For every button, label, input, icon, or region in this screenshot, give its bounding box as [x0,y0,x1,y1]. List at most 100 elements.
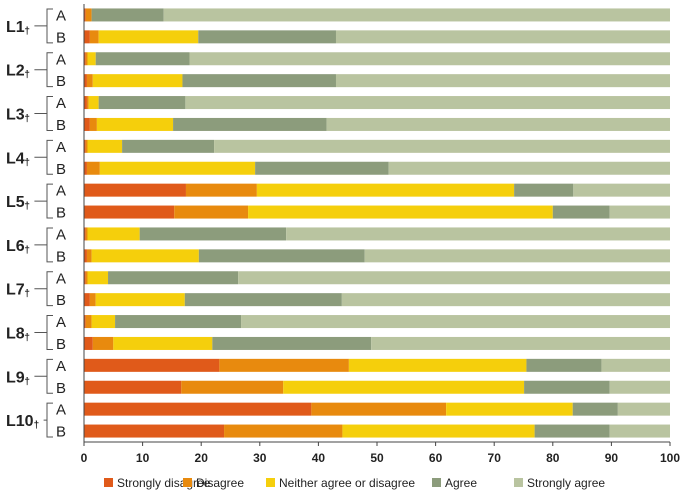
group-marker: † [24,26,30,37]
bar-l1b-strongly-disagree [84,30,90,44]
group-marker: † [24,333,30,344]
x-tick-label-80: 80 [546,451,560,465]
row-label-l1-b: B [56,29,66,46]
bar-l8b-neither-agree-or-disagree [113,336,213,350]
x-tick-label-60: 60 [429,451,443,465]
bar-l5b-strongly-agree [609,205,670,219]
group-label-l6: L6 [6,238,25,255]
bar-l3a-strongly-agree [185,96,670,110]
x-tick-label-100: 100 [660,451,680,465]
bar-l6a-neither-agree-or-disagree [87,227,140,241]
bar-l6b-strongly-agree [364,249,670,263]
bar-l8b-disagree [92,336,114,350]
bar-l6a-agree [139,227,287,241]
row-label-l6-b: B [56,248,66,265]
bar-l2b-strongly-agree [335,74,670,88]
legend-swatch-strongly-agree [514,478,523,487]
group-marker: † [24,70,30,81]
row-label-l8-b: B [56,336,66,353]
bar-l4a-neither-agree-or-disagree [87,139,123,153]
legend-swatch-disagree [183,478,192,487]
bar-l2b-strongly-disagree [84,74,87,88]
bar-l4b-neither-agree-or-disagree [99,161,256,175]
bar-l9a-neither-agree-or-disagree [348,358,527,372]
group-bracket [34,358,53,394]
bar-l9b-agree [524,380,610,394]
bar-l1a-strongly-agree [163,8,670,22]
x-tick-label-0: 0 [81,451,88,465]
bar-l9b-disagree [181,380,284,394]
bar-l6b-neither-agree-or-disagree [91,249,199,263]
bar-l2b-neither-agree-or-disagree [92,74,183,88]
legend-swatch-strongly-disagree [104,478,113,487]
legend-swatch-agree [432,478,441,487]
row-label-l3-b: B [56,117,66,134]
bar-l6b-disagree [86,249,92,263]
bar-l7b-neither-agree-or-disagree [95,293,185,307]
bar-l8a-strongly-disagree [84,315,86,329]
x-tick-label-10: 10 [136,451,150,465]
group-marker: † [24,201,30,212]
bar-l9a-disagree [219,358,349,372]
legend-label-agree: Agree [445,476,477,490]
bar-l8a-neither-agree-or-disagree [91,315,116,329]
bar-l4b-strongly-disagree [84,161,87,175]
row-label-l9-b: B [56,380,66,397]
bar-l5a-disagree [185,183,257,197]
bar-l3b-disagree [89,117,97,131]
bar-l5a-strongly-disagree [84,183,186,197]
row-label-l10-a: A [56,402,66,419]
x-tick-label-90: 90 [605,451,619,465]
row-label-l7-a: A [56,270,66,287]
bar-l6b-strongly-disagree [84,249,87,263]
bar-l10a-strongly-disagree [84,402,312,416]
row-label-l5-a: A [56,183,66,200]
bar-l10a-neither-agree-or-disagree [446,402,573,416]
bar-l7a-agree [108,271,239,285]
x-tick-label-30: 30 [253,451,267,465]
bar-l10b-disagree [224,424,343,438]
row-label-l2-b: B [56,73,66,90]
bar-l10b-agree [534,424,610,438]
bar-l4b-agree [255,161,389,175]
bar-l4b-disagree [86,161,100,175]
row-label-l8-a: A [56,314,66,331]
bar-l10b-strongly-agree [609,424,670,438]
bar-l2b-agree [182,74,336,88]
bars-layer [84,8,671,438]
bar-l10b-neither-agree-or-disagree [342,424,535,438]
bar-l5b-disagree [174,205,249,219]
group-bracket [34,227,53,263]
x-tick-label-20: 20 [195,451,209,465]
bar-l9a-strongly-disagree [84,358,220,372]
group-bracket [43,402,53,438]
bar-l9b-strongly-disagree [84,380,182,394]
group-marker: † [34,420,40,431]
group-label-l1: L1 [6,19,25,36]
row-label-l4-a: A [56,139,66,156]
bar-l1a-strongly-disagree [84,8,86,22]
group-bracket [34,52,53,88]
group-label-l9: L9 [6,369,25,386]
bar-l10b-strongly-disagree [84,424,225,438]
bar-l1b-disagree [89,30,99,44]
bar-l7a-strongly-disagree [84,271,86,285]
bar-l7a-disagree [85,271,88,285]
bar-l6a-strongly-agree [286,227,670,241]
bar-l7a-strongly-agree [238,271,670,285]
bar-l2a-strongly-disagree [84,52,86,66]
bar-l2a-disagree [85,52,88,66]
x-tick-label-50: 50 [370,451,384,465]
bar-l2a-neither-agree-or-disagree [87,52,96,66]
bar-l1b-strongly-agree [335,30,670,44]
row-label-l5-b: B [56,205,66,222]
bar-l1b-agree [198,30,336,44]
group-label-l3: L3 [6,107,25,124]
bar-l3b-strongly-disagree [84,117,90,131]
bar-l8b-agree [212,336,372,350]
group-marker: † [24,157,30,168]
bar-l7b-strongly-disagree [84,293,90,307]
